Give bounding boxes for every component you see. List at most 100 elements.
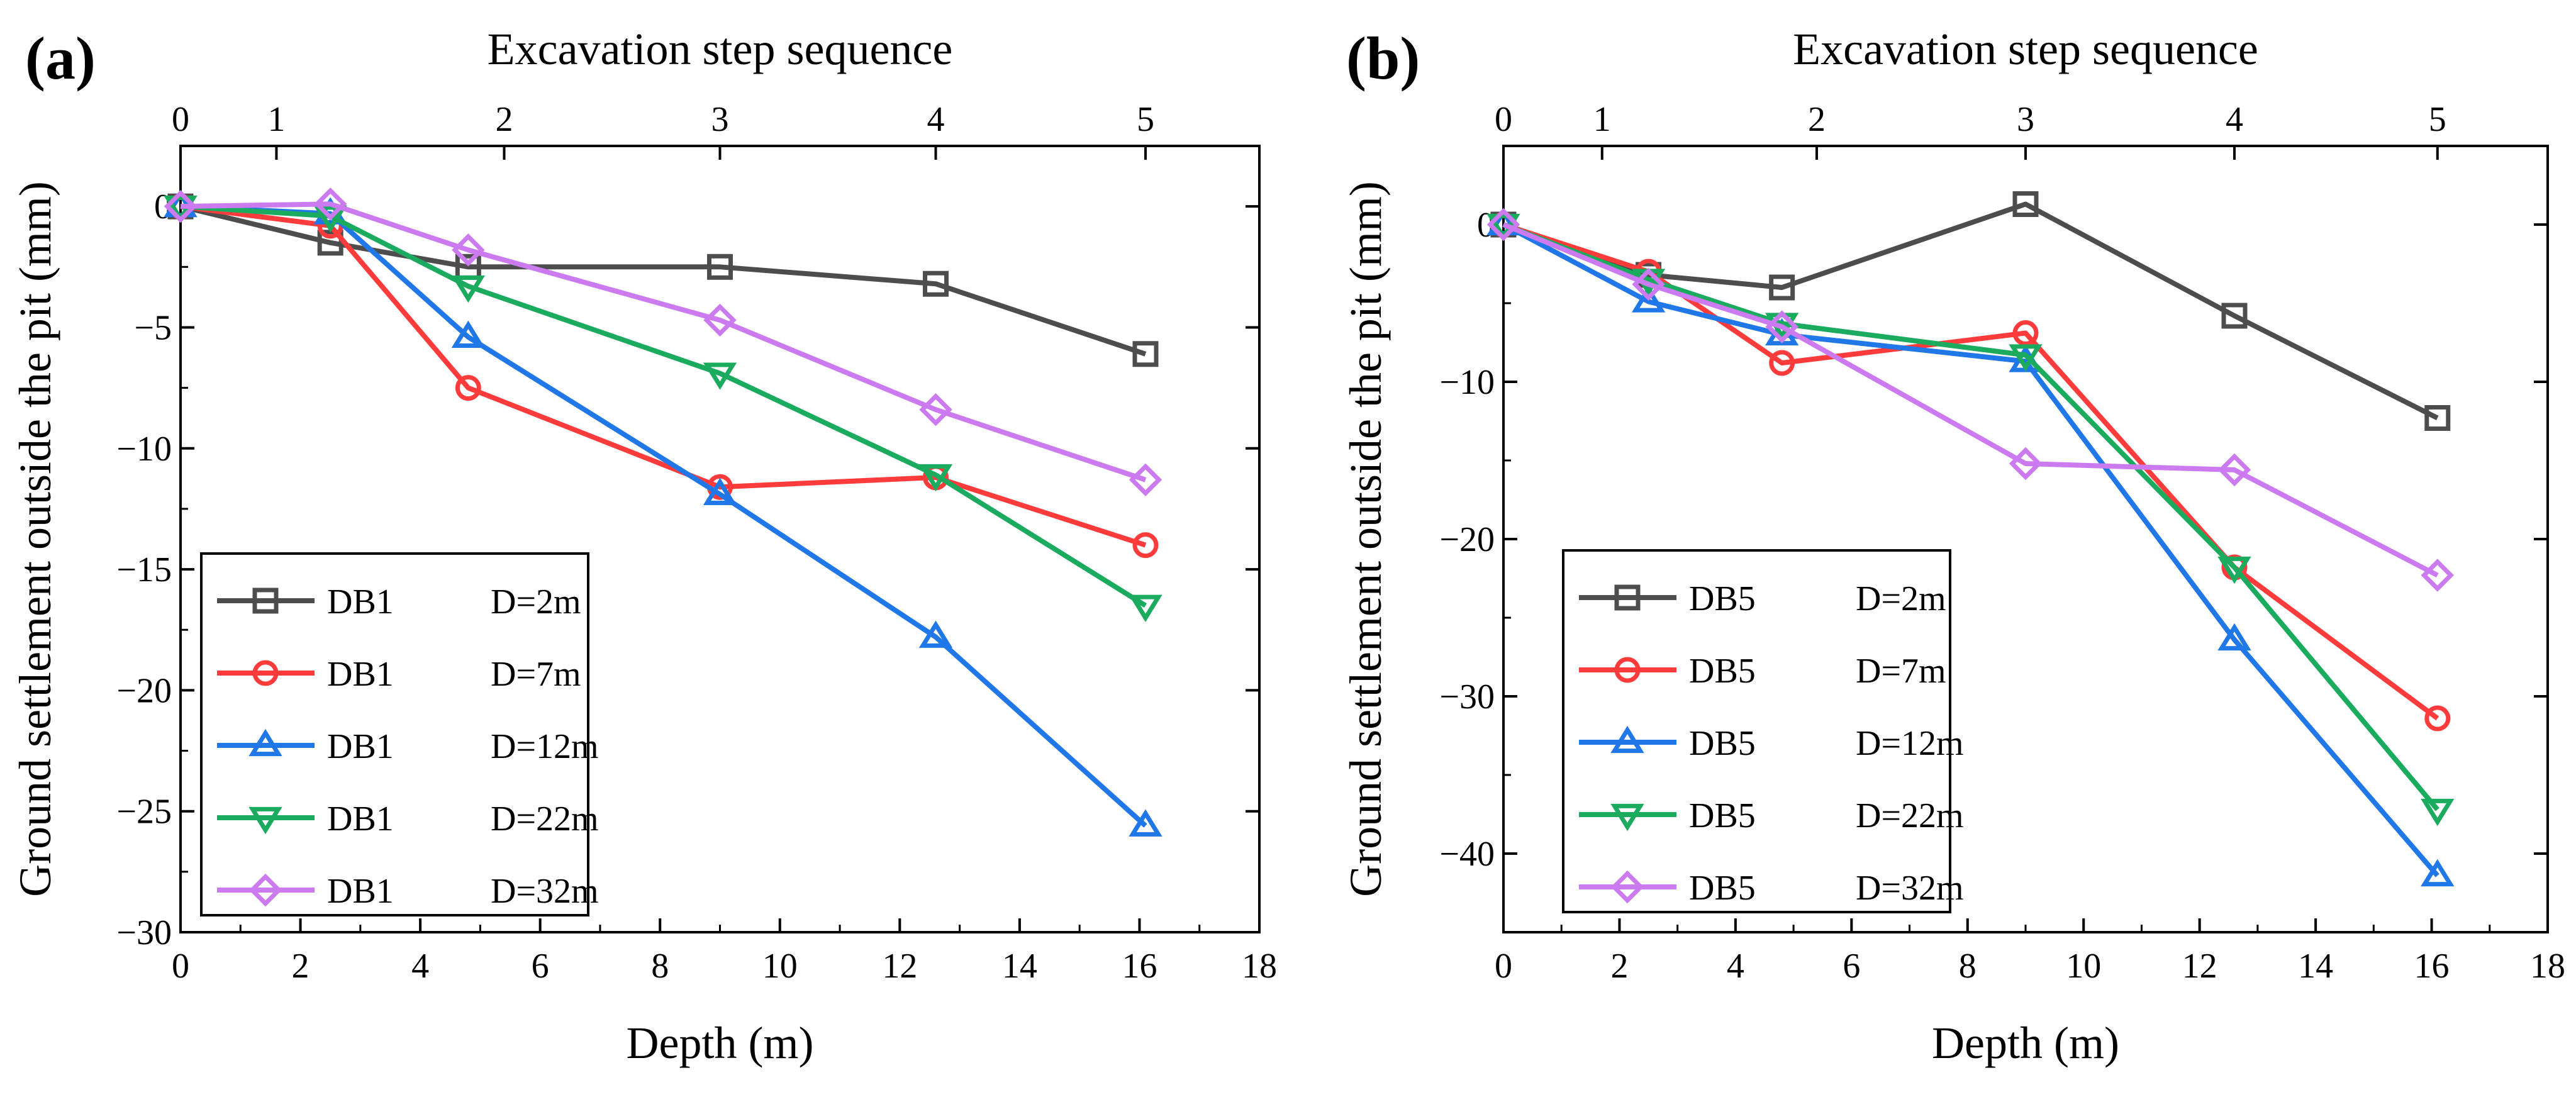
x-tick-label: 18 [1242, 947, 1277, 986]
data-point-D=32m [2009, 447, 2043, 481]
legend-swatch-marker [248, 873, 282, 907]
legend-series-label: D=7m [1856, 652, 1946, 691]
data-point-D=12m [703, 477, 737, 505]
chart-panel-a: (a)0 2 4 6 8 10 12 14 16 180−5−10−15−20−25−300 1 2 3… [10, 24, 1277, 1068]
x-tick-label: 12 [882, 947, 917, 986]
data-point-D=2m [2012, 191, 2039, 217]
data-point-D=22m [313, 205, 347, 233]
data-point-D=12m [918, 620, 953, 648]
series-line-D=12m [1502, 222, 2439, 877]
legend-series-label: D=22m [1856, 796, 1964, 835]
panel-label: (a) [25, 25, 96, 92]
data-point-D=32m [1632, 267, 1665, 301]
data-point-D=2m [1132, 341, 1159, 367]
data-point-D=32m [919, 393, 952, 426]
top-axis-title: Excavation step sequence [1793, 24, 2258, 74]
x-tick-label: 16 [2414, 947, 2450, 986]
legend-series-name: DB5 [1689, 869, 1756, 908]
data-point-D=32m [452, 233, 485, 267]
x-tick-label: 10 [762, 947, 798, 986]
x-tick-label: 14 [1002, 947, 1037, 986]
panel-label: (b) [1346, 25, 1420, 92]
x-tick-label: 2 [292, 947, 309, 986]
data-point-D=2m [707, 253, 733, 280]
top-tick-label: 0 [1495, 100, 1512, 139]
legend-swatch-marker [248, 728, 282, 757]
legend-series-label: D=2m [1856, 579, 1946, 618]
series-line-D=2m [180, 204, 1147, 357]
top-tick-label: 2 [496, 100, 513, 139]
top-axis-title: Excavation step sequence [488, 24, 953, 74]
legend-series-label: D=32m [1856, 869, 1964, 908]
y-axis-title: Ground settlement outside the pit (mm) [10, 181, 60, 897]
legend-series-name: DB1 [327, 799, 394, 838]
data-point-D=12m [2217, 623, 2251, 651]
y-tick-label: −40 [1439, 835, 1495, 874]
x-tick-label: 18 [2530, 947, 2565, 986]
data-point-D=7m [455, 375, 481, 401]
legend: DB1 D=2m DB1 D=7m DB1 D=12m DB1 D=22m DB1 D=32m [200, 552, 599, 916]
y-tick-label: −10 [116, 430, 172, 469]
data-point-D=7m [2012, 320, 2039, 346]
x-tick-label: 0 [172, 947, 189, 986]
y-tick-label: −10 [1439, 363, 1495, 402]
legend: DB5 D=2m DB5 D=7m DB5 D=12m DB5 D=22m DB5 D=32m [1562, 549, 1964, 913]
y-axis-title: Ground settlement outside the pit (mm) [1341, 181, 1391, 897]
y-tick-label: −20 [1439, 520, 1495, 559]
data-point-D=32m [1129, 463, 1163, 496]
data-point-D=12m [2421, 859, 2455, 887]
legend-swatch-marker [1610, 803, 1644, 832]
legend-series-name: DB5 [1689, 652, 1756, 691]
x-tick-label: 6 [1843, 947, 1860, 986]
data-point-D=32m [703, 303, 737, 337]
x-tick-label: 2 [1610, 947, 1628, 986]
legend-series-name: DB5 [1689, 724, 1756, 763]
x-tick-label: 8 [1959, 947, 1977, 986]
data-point-D=32m [1765, 310, 1798, 343]
data-point-D=7m [2424, 705, 2451, 732]
top-tick-label: 3 [2017, 100, 2034, 139]
legend-swatch-marker [252, 588, 279, 614]
data-point-D=32m [164, 189, 198, 223]
y-tick-label: −30 [116, 913, 172, 952]
y-tick-label: −20 [116, 671, 172, 710]
legend-swatch-marker [1610, 870, 1644, 904]
legend-series-label: D=32m [491, 872, 599, 911]
series-line-D=22m [180, 204, 1147, 608]
legend-swatch-marker [248, 806, 282, 835]
legend-swatch-marker [1614, 584, 1641, 611]
x-tick-label: 14 [2298, 947, 2333, 986]
data-point-D=22m [2009, 344, 2043, 372]
legend-series-label: D=2m [491, 582, 581, 621]
legend-series-name: DB1 [327, 655, 394, 694]
data-point-D=22m [918, 464, 953, 492]
legend-series-name: DB1 [327, 727, 394, 766]
x-tick-label: 12 [2182, 947, 2217, 986]
top-tick-label: 1 [1593, 100, 1611, 139]
legend-series-name: DB5 [1689, 796, 1756, 835]
legend-swatch-marker [1610, 725, 1644, 754]
legend-series-label: D=7m [491, 655, 581, 694]
data-point-D=7m [1769, 350, 1795, 376]
x-tick-label: 4 [411, 947, 429, 986]
x-tick-label: 4 [1727, 947, 1744, 986]
top-tick-label: 3 [711, 100, 729, 139]
top-tick-label: 4 [927, 100, 945, 139]
data-point-D=22m [703, 362, 737, 390]
data-point-D=12m [1129, 809, 1163, 837]
data-point-D=22m [1129, 594, 1163, 622]
legend-series-name: DB1 [327, 582, 394, 621]
data-point-D=32m [1486, 208, 1520, 242]
data-point-D=2m [923, 270, 949, 297]
series-line-D=7m [180, 204, 1147, 548]
x-axis-title: Depth (m) [1932, 1018, 2119, 1068]
x-tick-label: 10 [2066, 947, 2101, 986]
y-tick-label: −25 [116, 793, 172, 832]
legend-swatch-marker [1614, 657, 1641, 683]
y-tick-label: −30 [1439, 677, 1495, 716]
data-point-D=22m [451, 275, 485, 303]
data-point-D=22m [2421, 798, 2455, 827]
top-tick-label: 4 [2226, 100, 2243, 139]
x-axis-title: Depth (m) [627, 1018, 814, 1068]
data-point-D=32m [2421, 559, 2454, 592]
